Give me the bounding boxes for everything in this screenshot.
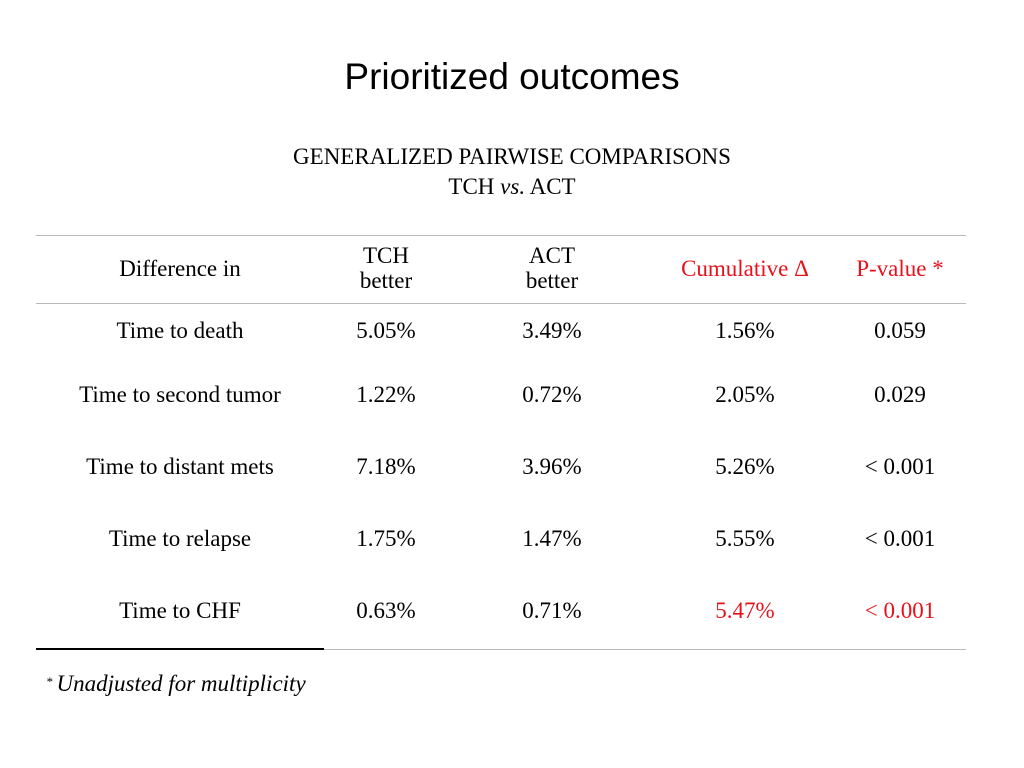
footnote: * Unadjusted for multiplicity bbox=[46, 670, 306, 698]
row-act-value: 0.72% bbox=[522, 382, 582, 407]
header-tch-line1: TCH bbox=[363, 243, 409, 268]
row-outcome: Time to relapse bbox=[108, 526, 252, 551]
comparison-vs: vs. bbox=[500, 174, 526, 199]
row-tch-value: 1.22% bbox=[356, 382, 416, 407]
row-outcome: Time to distant mets bbox=[86, 454, 274, 479]
comparison-arm-b: ACT bbox=[529, 174, 576, 199]
comparison-label: TCH vs. ACT bbox=[0, 172, 1024, 202]
footnote-text: Unadjusted for multiplicity bbox=[56, 671, 306, 696]
row-act-value: 3.96% bbox=[522, 454, 582, 479]
header-act-better: ACT better bbox=[492, 243, 612, 293]
header-cumulative: Cumulative Δ bbox=[681, 256, 809, 281]
header-tch-better: TCH better bbox=[326, 243, 446, 293]
table-header-rule bbox=[36, 303, 966, 304]
row-pvalue: < 0.001 bbox=[864, 526, 936, 551]
table-bottom-rule bbox=[36, 649, 966, 650]
row-outcome: Time to CHF bbox=[119, 598, 241, 623]
header-difference: Difference in bbox=[119, 256, 241, 281]
header-tch-line2: better bbox=[359, 268, 413, 293]
footnote-marker: * bbox=[46, 674, 53, 689]
row-tch-value: 1.75% bbox=[356, 526, 416, 551]
header-pvalue: P-value * bbox=[856, 256, 944, 281]
row-act-value: 0.71% bbox=[522, 598, 582, 623]
footnote-separator bbox=[36, 648, 324, 650]
row-cumulative-value: 2.05% bbox=[715, 382, 775, 407]
row-outcome: Time to death bbox=[116, 318, 244, 343]
row-act-value: 1.47% bbox=[522, 526, 582, 551]
row-pvalue: 0.029 bbox=[874, 382, 926, 407]
row-pvalue-final: < 0.001 bbox=[864, 598, 936, 623]
row-tch-value: 0.63% bbox=[356, 598, 416, 623]
row-pvalue: < 0.001 bbox=[864, 454, 936, 479]
comparison-arm-a: TCH bbox=[448, 174, 495, 199]
slide-title: Prioritized outcomes bbox=[344, 56, 680, 97]
row-tch-value: 5.05% bbox=[356, 318, 416, 343]
row-act-value: 3.49% bbox=[522, 318, 582, 343]
header-act-line1: ACT bbox=[529, 243, 575, 268]
row-pvalue: 0.059 bbox=[874, 318, 926, 343]
table-top-rule bbox=[36, 235, 966, 236]
row-tch-value: 7.18% bbox=[356, 454, 416, 479]
row-cumulative-value: 5.55% bbox=[715, 526, 775, 551]
row-cumulative-value: 1.56% bbox=[715, 318, 775, 343]
row-cumulative-value: 5.26% bbox=[715, 454, 775, 479]
row-cumulative-value-final: 5.47% bbox=[715, 598, 775, 623]
row-outcome: Time to second tumor bbox=[79, 382, 281, 407]
table-subtitle: GENERALIZED PAIRWISE COMPARISONS bbox=[293, 144, 731, 169]
header-act-line2: better bbox=[525, 268, 579, 293]
